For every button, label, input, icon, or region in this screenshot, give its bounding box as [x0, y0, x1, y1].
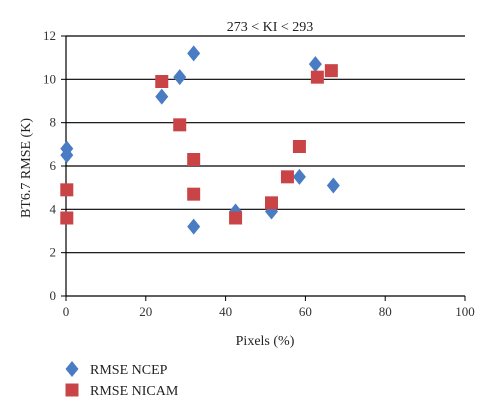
data-point-nicam	[324, 64, 338, 78]
axes	[61, 35, 466, 301]
data-point-nicam	[187, 153, 201, 166]
gridlines	[66, 35, 465, 254]
y-tick-label: 4	[50, 201, 57, 216]
data-point-nicam	[310, 70, 324, 84]
legend-label-0: RMSE NCEP	[90, 363, 168, 378]
data-point-ncep	[187, 218, 201, 235]
data-point-ncep	[173, 69, 187, 86]
data-point-ncep	[326, 177, 340, 194]
y-tick-label: 8	[50, 115, 57, 130]
x-axis-label: Pixels (%)	[236, 334, 295, 349]
x-tick-label: 100	[455, 304, 475, 319]
legend-marker-0	[65, 361, 79, 377]
data-points	[60, 45, 340, 235]
chart-title: 273 < KI < 293	[227, 20, 314, 35]
y-tick-label: 10	[43, 71, 56, 86]
data-point-nicam	[292, 140, 306, 153]
legend-marker-1	[65, 383, 79, 397]
data-point-nicam	[187, 187, 201, 201]
data-point-ncep	[60, 147, 74, 164]
x-tick-label: 20	[139, 304, 152, 319]
data-point-nicam	[280, 170, 294, 184]
data-point-nicam	[60, 183, 74, 197]
data-point-ncep	[308, 56, 322, 73]
data-point-nicam	[264, 196, 278, 210]
y-tick-label: 2	[50, 245, 57, 260]
tick-labels: 0 2 4 6 8 10 12 0 20 40 60 80 100	[43, 28, 475, 319]
y-tick-label: 6	[50, 158, 57, 173]
x-tick-label: 40	[219, 304, 232, 319]
x-tick-label: 0	[63, 304, 70, 319]
y-axis-label: BT6.7 RMSE (K)	[19, 118, 34, 218]
y-tick-label: 0	[50, 288, 57, 303]
legend: RMSE NCEP RMSE NICAM	[65, 361, 179, 399]
data-point-ncep	[292, 168, 306, 185]
legend-label-1: RMSE NICAM	[90, 384, 179, 399]
data-point-nicam	[173, 118, 187, 132]
data-point-nicam	[60, 211, 74, 225]
y-tick-label: 12	[43, 28, 56, 43]
x-tick-label: 60	[299, 304, 312, 319]
data-point-ncep	[187, 45, 201, 62]
data-point-nicam	[229, 211, 243, 225]
data-point-ncep	[155, 88, 169, 105]
data-point-nicam	[155, 75, 169, 88]
x-tick-label: 80	[379, 304, 392, 319]
